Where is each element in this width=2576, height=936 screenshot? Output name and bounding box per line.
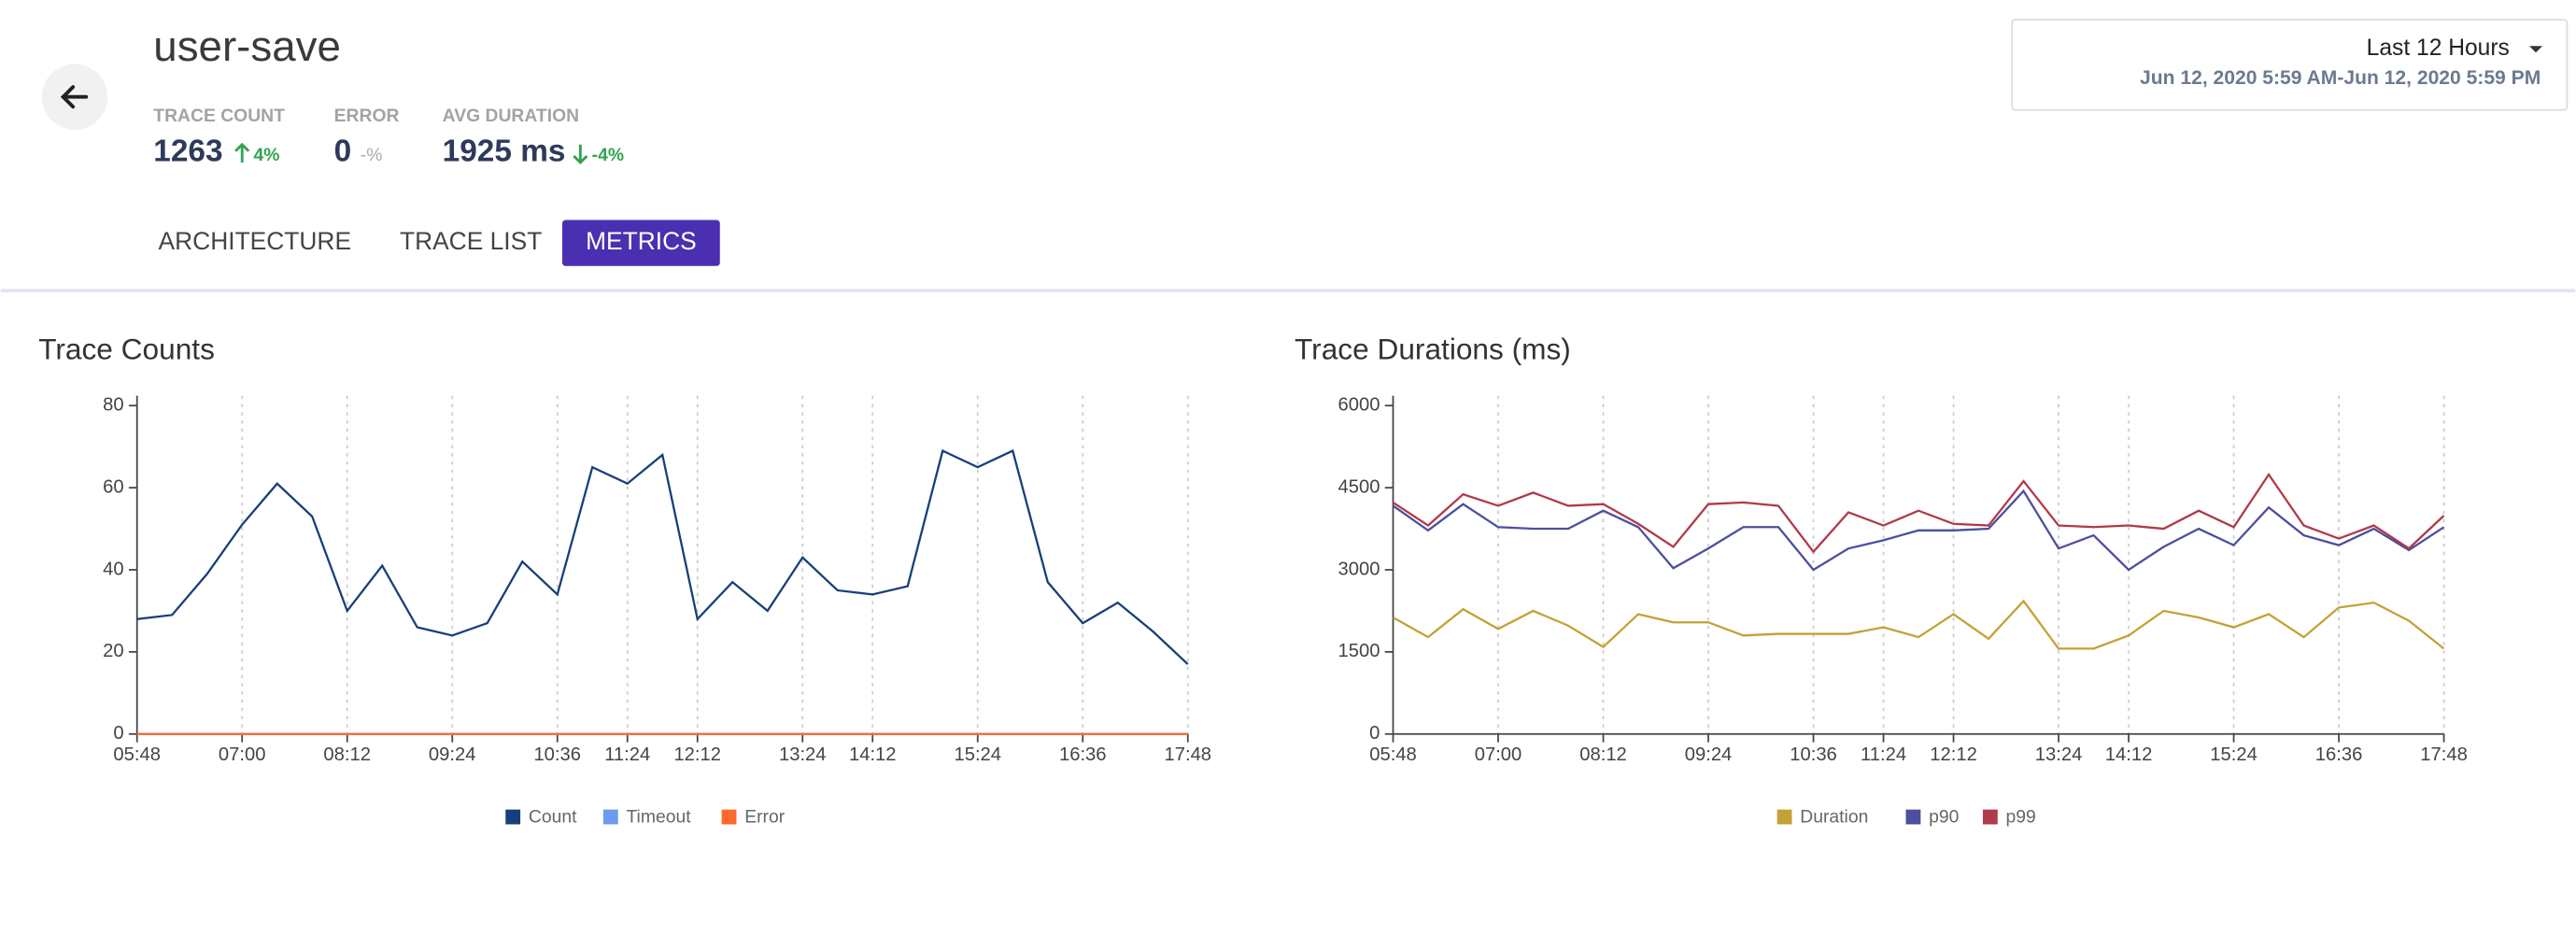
down-arrow	[573, 144, 588, 165]
divider	[0, 289, 2576, 292]
range-dates: Jun 12, 2020 5:59 AM-Jun 12, 2020 5:59 P…	[2140, 67, 2541, 89]
y-tick-label: 6000	[1338, 395, 1380, 416]
caret[interactable]	[2528, 46, 2543, 53]
legend-swatch	[602, 809, 618, 825]
range-label[interactable]: Last 12 Hours	[2367, 35, 2510, 61]
x-tick-label: 15:24	[2210, 745, 2258, 765]
up-arrow	[234, 142, 250, 163]
x-tick-label: 09:24	[1685, 745, 1733, 765]
series-line	[1392, 489, 2445, 572]
x-tick-label: 14:12	[849, 745, 897, 765]
tab[interactable]: METRICS	[586, 227, 697, 255]
x-tick-label: 13:24	[2035, 745, 2083, 765]
date-range-picker[interactable]: Last 12 Hours Jun 12, 2020 5:59 AM-Jun 1…	[2011, 19, 2569, 111]
stat-label: TRACE COUNT	[153, 106, 285, 126]
y-tick-label: 0	[1369, 723, 1380, 744]
page-title: user-save	[153, 22, 341, 70]
legend-swatch	[1776, 809, 1792, 825]
legend-label: Timeout	[626, 808, 691, 828]
y-tick-label: 1500	[1338, 641, 1380, 661]
legend-label: Count	[529, 808, 577, 828]
legend-label: p90	[1929, 808, 1959, 828]
y-tick-label: 3000	[1338, 559, 1380, 579]
x-tick-label: 11:24	[1861, 745, 1906, 765]
x-tick-label: 12:12	[1930, 745, 1977, 765]
legend-label: p99	[2006, 808, 2036, 828]
x-tick-label: 12:12	[673, 745, 721, 765]
x-tick-label: 05:48	[1369, 745, 1417, 765]
stat-change: -%	[361, 146, 383, 165]
series-line	[1392, 472, 2445, 554]
legend-swatch	[505, 809, 521, 825]
x-tick-label: 08:12	[323, 745, 371, 765]
x-tick-label: 05:48	[113, 745, 161, 765]
x-tick-label: 14:12	[2105, 745, 2153, 765]
y-tick-label: 60	[103, 476, 123, 497]
legend-swatch	[721, 809, 737, 825]
stat-value: 0	[334, 134, 352, 168]
legend-label: Error	[744, 808, 786, 828]
x-tick-label: 09:24	[429, 745, 476, 765]
legend-swatch	[1905, 809, 1921, 825]
picker-box[interactable]	[2011, 19, 2569, 111]
x-tick-label: 11:24	[604, 745, 650, 765]
active-tab-bg[interactable]	[562, 220, 720, 266]
stat-label: AVG DURATION	[443, 106, 579, 126]
back-arrow[interactable]	[60, 85, 89, 109]
stat-value: 1925 ms	[443, 134, 566, 168]
stat-label: ERROR	[334, 106, 400, 126]
x-tick-label: 16:36	[1059, 745, 1107, 765]
series-line	[136, 448, 1189, 665]
x-tick-label: 17:48	[2420, 745, 2468, 765]
y-tick-label: 0	[113, 723, 123, 744]
series-line	[1392, 599, 2445, 650]
x-tick-label: 10:36	[533, 745, 581, 765]
y-tick-label: 4500	[1338, 476, 1380, 497]
back-button[interactable]	[41, 64, 108, 130]
stat-value: 1263	[153, 134, 222, 168]
x-tick-label: 15:24	[954, 745, 1001, 765]
chart-title: Trace Counts	[38, 333, 215, 366]
y-tick-label: 80	[103, 395, 123, 416]
x-tick-label: 08:12	[1579, 745, 1627, 765]
tab[interactable]: ARCHITECTURE	[159, 227, 352, 255]
legend-swatch	[1982, 809, 1998, 825]
x-tick-label: 17:48	[1164, 745, 1211, 765]
y-tick-label: 20	[103, 641, 123, 661]
x-tick-label: 07:00	[219, 745, 266, 765]
x-tick-label: 13:24	[779, 745, 827, 765]
legend-label: Duration	[1800, 808, 1868, 828]
stat-change: 4%	[254, 146, 280, 165]
y-tick-label: 40	[103, 559, 123, 579]
x-tick-label: 10:36	[1790, 745, 1837, 765]
x-tick-label: 07:00	[1475, 745, 1522, 765]
stat-change: -4%	[592, 146, 624, 165]
chart-title: Trace Durations (ms)	[1295, 333, 1571, 366]
tab[interactable]: TRACE LIST	[400, 227, 542, 255]
x-tick-label: 16:36	[2315, 745, 2363, 765]
